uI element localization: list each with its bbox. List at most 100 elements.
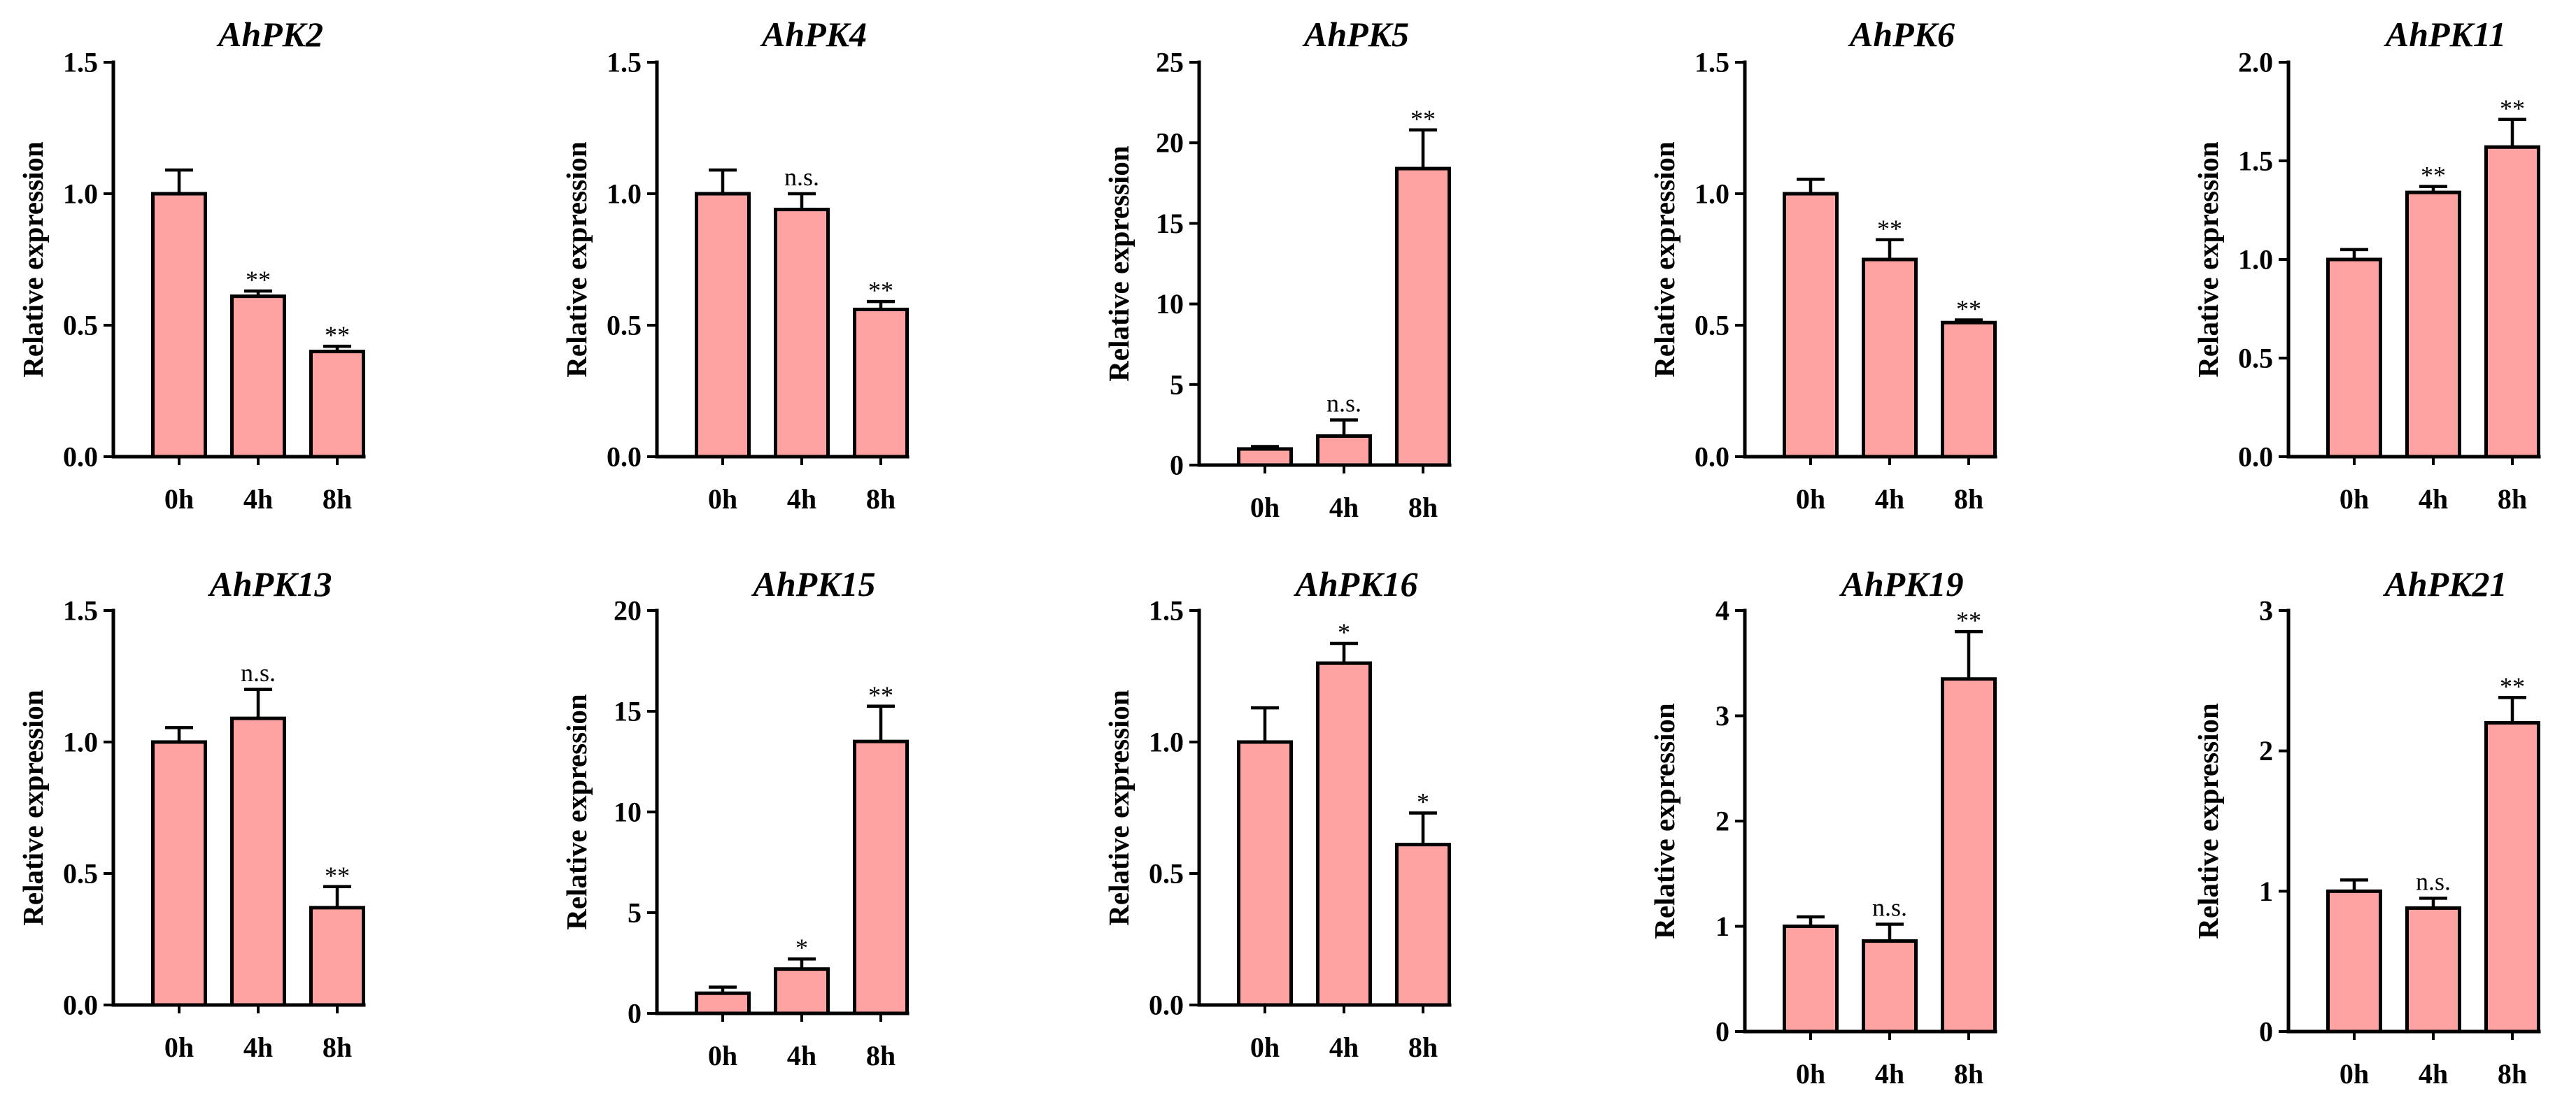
y-tick-label: 3 — [2259, 595, 2273, 627]
y-tick-label: 2.0 — [2238, 47, 2273, 78]
y-tick-label: 0.5 — [63, 310, 98, 341]
x-tick-label: 0h — [164, 483, 194, 515]
significance-label: n.s. — [241, 659, 276, 687]
x-tick-label: 8h — [1408, 1032, 1438, 1063]
x-tick-label: 0h — [2340, 483, 2369, 515]
y-tick-label: 1.0 — [1694, 178, 1729, 210]
x-tick-label: 0h — [708, 1040, 737, 1071]
significance-label: n.s. — [1326, 389, 1361, 417]
chart-title: AhPK21 — [2382, 564, 2507, 604]
bar-8h — [1395, 843, 1451, 1007]
bar-0h — [1237, 447, 1293, 467]
bar-4h — [2405, 190, 2461, 459]
chart-panel-ahpk11: AhPK11 Relative expression 0.0 0.5 1.0 1.5 2.0… — [2192, 15, 2541, 515]
chart-title: AhPK13 — [207, 564, 332, 604]
y-axis-label: Relative expression — [17, 141, 49, 378]
y-axis-label: Relative expression — [1648, 703, 1680, 939]
bar-4h — [2405, 906, 2461, 1034]
significance-label: ** — [1956, 606, 1981, 634]
y-tick-label: 0.0 — [1694, 441, 1729, 473]
significance-label: ** — [1956, 294, 1981, 322]
bar-8h — [1941, 677, 1997, 1034]
x-tick-label: 0h — [1250, 1032, 1280, 1063]
y-axis-label: Relative expression — [1103, 690, 1135, 926]
x-tick-label: 4h — [1875, 1058, 1904, 1090]
significance-label: * — [1338, 618, 1350, 646]
x-tick-label: 0h — [1796, 483, 1825, 515]
significance-label: ** — [868, 681, 893, 709]
y-tick-label: 0.5 — [607, 310, 642, 341]
y-tick-label: 0 — [2259, 1016, 2273, 1048]
y-tick-label: 0.5 — [1149, 858, 1184, 890]
bar-8h — [1395, 166, 1451, 467]
y-tick-label: 0.0 — [63, 990, 98, 1021]
chart-panel-ahpk13: AhPK13 Relative expression 0.0 0.5 1.0 1.5 0h 4… — [17, 564, 366, 1063]
bar-4h — [1316, 661, 1372, 1007]
x-tick-label: 4h — [2419, 483, 2448, 515]
y-tick-label: 2 — [2259, 735, 2273, 767]
y-tick-label: 1.5 — [2238, 145, 2273, 177]
y-tick-label: 0 — [1170, 450, 1184, 481]
significance-label: n.s. — [784, 163, 819, 191]
chart-title: AhPK6 — [1848, 15, 1955, 54]
chart-panel-ahpk4: AhPK4 Relative expression 0.0 0.5 1.0 1.5 0h 4h… — [560, 15, 910, 515]
y-axis-label: Relative expression — [1103, 145, 1135, 382]
bar-4h — [774, 967, 830, 1015]
y-tick-label: 0.5 — [63, 858, 98, 890]
chart-panel-ahpk16: AhPK16 Relative expression 0.0 0.5 1.0 1.5 0h 4… — [1103, 564, 1452, 1063]
y-tick-label: 1.5 — [607, 47, 642, 78]
chart-title: AhPK15 — [751, 564, 875, 604]
bar-8h — [1941, 320, 1997, 459]
y-tick-label: 1 — [2259, 876, 2273, 907]
bar-8h — [309, 906, 365, 1007]
bar-4h — [230, 294, 286, 459]
significance-label: ** — [2500, 672, 2525, 700]
significance-label: n.s. — [2416, 867, 2451, 895]
x-tick-label: 0h — [164, 1032, 194, 1063]
bar-4h — [1316, 434, 1372, 467]
y-tick-label: 1.0 — [607, 178, 642, 210]
x-tick-label: 0h — [1796, 1058, 1825, 1090]
significance-label: ** — [325, 321, 350, 349]
y-tick-label: 0.0 — [1149, 990, 1184, 1021]
y-tick-label: 5 — [628, 897, 642, 929]
chart-title: AhPK19 — [1839, 564, 1963, 604]
significance-label: ** — [2421, 162, 2446, 190]
y-tick-label: 2 — [1715, 806, 1729, 837]
bar-0h — [151, 740, 207, 1007]
y-tick-label: 0.5 — [1694, 310, 1729, 341]
y-axis-label: Relative expression — [560, 694, 593, 930]
significance-label: ** — [325, 862, 350, 890]
y-tick-label: 0.5 — [2238, 343, 2273, 374]
x-tick-label: 8h — [2498, 483, 2527, 515]
bar-4h — [1862, 939, 1918, 1034]
bar-0h — [1783, 925, 1839, 1034]
bar-4h — [1862, 257, 1918, 459]
x-tick-label: 4h — [1875, 483, 1904, 515]
x-tick-label: 8h — [866, 1040, 896, 1071]
x-tick-label: 8h — [866, 483, 896, 515]
bar-8h — [853, 739, 909, 1015]
chart-panel-ahpk6: AhPK6 Relative expression 0.0 0.5 1.0 1.5 0h 4h… — [1648, 15, 1997, 515]
y-tick-label: 1.0 — [63, 178, 98, 210]
y-tick-label: 5 — [1170, 369, 1184, 400]
y-tick-label: 1.5 — [63, 47, 98, 78]
x-tick-label: 0h — [1250, 492, 1280, 523]
bar-8h — [2484, 721, 2540, 1034]
chart-panel-ahpk5: AhPK5 Relative expression 0 5 10 15 20 25 0h 4h n.… — [1103, 15, 1452, 523]
x-tick-label: 4h — [787, 1040, 816, 1071]
y-tick-label: 1.5 — [1149, 595, 1184, 627]
significance-label: ** — [246, 266, 271, 294]
y-tick-label: 0 — [1715, 1016, 1729, 1048]
x-tick-label: 8h — [1408, 492, 1438, 523]
y-tick-label: 0.0 — [2238, 441, 2273, 473]
y-axis-label: Relative expression — [560, 141, 593, 378]
y-axis-label: Relative expression — [17, 690, 49, 926]
significance-label: ** — [1410, 105, 1436, 133]
significance-label: * — [1417, 788, 1429, 816]
x-tick-label: 8h — [323, 1032, 352, 1063]
y-axis-label: Relative expression — [1648, 141, 1680, 378]
bar-0h — [1237, 740, 1293, 1007]
significance-label: ** — [868, 276, 893, 304]
significance-label: ** — [2500, 94, 2525, 122]
